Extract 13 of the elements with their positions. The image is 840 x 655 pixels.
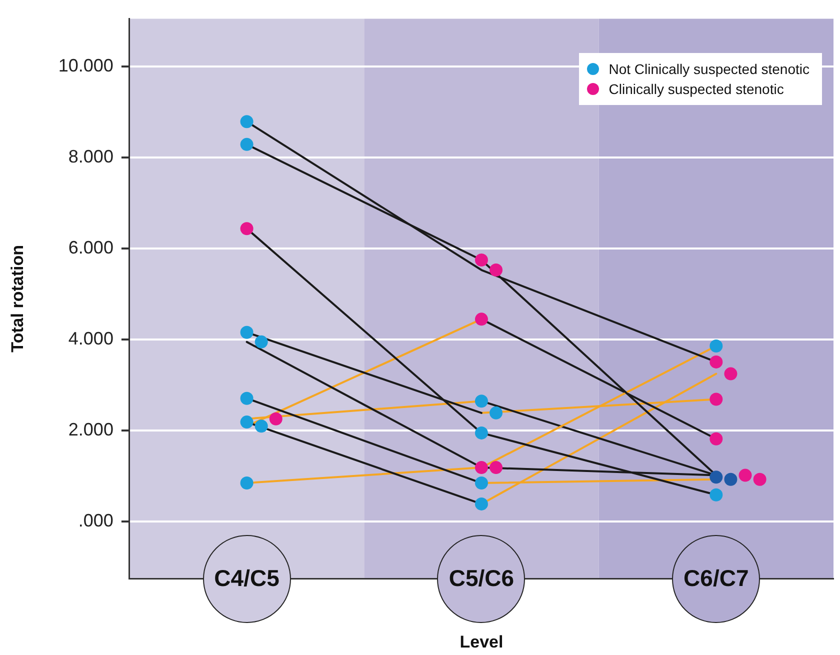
legend-label: Clinically suspected stenotic [608, 80, 784, 99]
y-axis-title: Total rotation [8, 245, 27, 352]
y-tick-label: 4.000 [68, 328, 114, 349]
x-tick-label: C4/C5 [214, 565, 280, 592]
y-tick-label: 10.000 [58, 56, 114, 76]
y-tick-label: 2.000 [68, 420, 114, 440]
y-tick-label: .000 [78, 510, 114, 531]
x-tick-label: C5/C6 [448, 565, 514, 592]
y-tick-label: 6.000 [68, 238, 114, 258]
legend-label: Not Clinically suspected stenotic [608, 60, 810, 79]
x-tick-label: C6/C7 [684, 565, 749, 592]
x-axis-title: Level [460, 632, 504, 652]
y-tick-label: 8.000 [68, 146, 114, 167]
